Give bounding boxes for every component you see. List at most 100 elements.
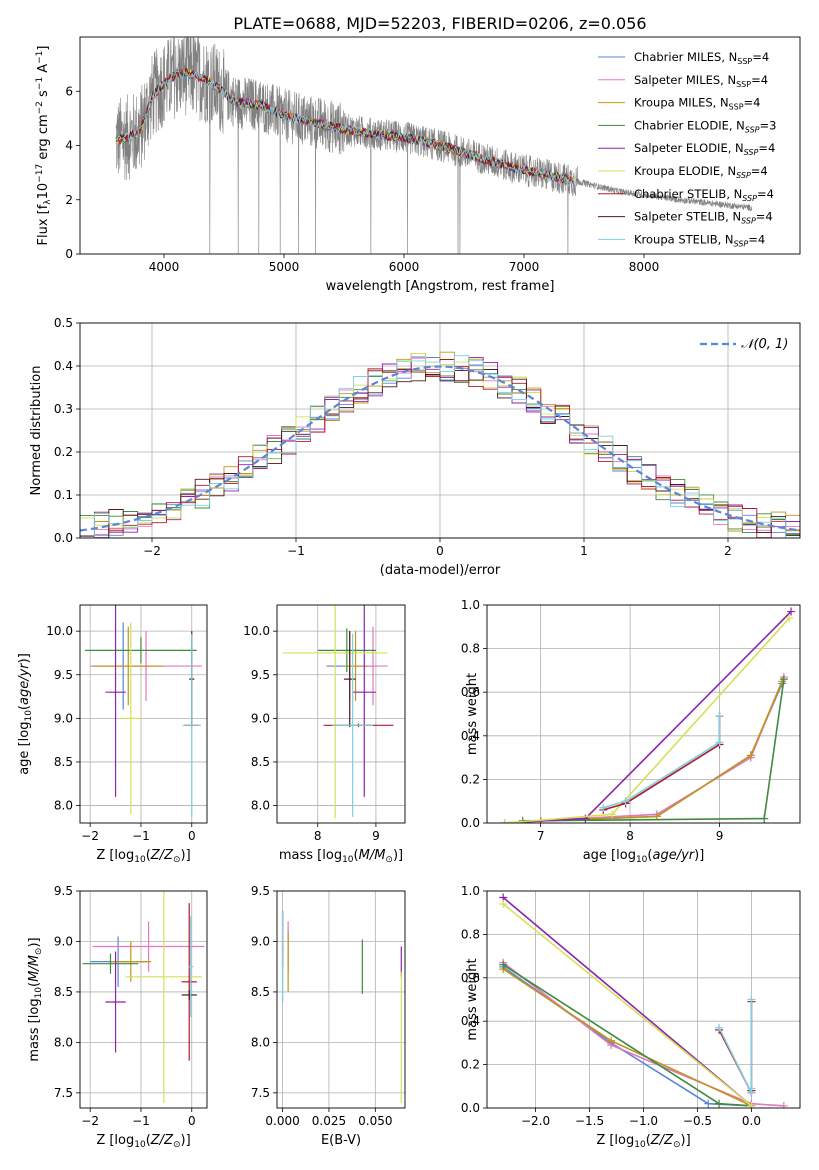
weight-marker xyxy=(715,1099,724,1108)
y-tick-label: 8.5 xyxy=(54,985,73,999)
y-tick-label: 0.2 xyxy=(461,772,480,786)
y-tick-label: 9.5 xyxy=(251,884,270,898)
x-tick-label: 6000 xyxy=(389,260,420,274)
weight-marker xyxy=(715,738,724,747)
plot-area xyxy=(500,607,796,823)
x-tick-label: −2 xyxy=(143,544,161,558)
y-tick-label: 6 xyxy=(65,84,73,98)
axes-frame xyxy=(79,890,208,1109)
x-tick-label: −1 xyxy=(132,829,150,843)
x-tick-label: −1.5 xyxy=(575,1114,604,1128)
legend-label-normal: 𝒩(0, 1) xyxy=(741,337,788,352)
x-tick-label: 0.025 xyxy=(312,1114,346,1128)
y-tick-label: 0.0 xyxy=(461,816,480,830)
axes-frame xyxy=(276,604,406,824)
y-axis-label: mass weight xyxy=(465,958,480,1040)
weight-marker xyxy=(747,995,756,1004)
mass-weight-vs-metallicity-plot: −2.0 −1.5 −1.0 −0.5 0.0 0.0 0.2 0.4 0.6 0.8 1.0 Z [… xyxy=(461,884,801,1150)
y-tick-label: 0.2 xyxy=(461,1058,480,1072)
x-tick-label: 7 xyxy=(537,829,545,843)
weight-marker xyxy=(778,677,787,686)
weight-series-4 xyxy=(502,896,752,1107)
x-axis-label: Z [log10(Z/Z⊙)] xyxy=(96,1133,190,1150)
y-tick-label: 8.5 xyxy=(54,755,73,769)
y-tick-label: 8.5 xyxy=(251,985,270,999)
axes-frame xyxy=(79,604,208,824)
y-axis-label: Flux [fλ10−17 erg cm−2 s−1 A−1] xyxy=(35,46,53,246)
weight-marker xyxy=(747,1084,756,1093)
weight-marker xyxy=(779,675,788,684)
x-tick-label: −1 xyxy=(287,544,305,558)
x-tick-label: 5000 xyxy=(269,260,300,274)
y-tick-label: 10.0 xyxy=(243,624,270,638)
weight-marker xyxy=(715,712,724,721)
legend-label-8: Kroupa STELIB, NSSP=4 xyxy=(634,232,765,248)
weight-marker xyxy=(715,1023,724,1032)
x-tick-label: 9 xyxy=(716,829,724,843)
weight-series-3 xyxy=(502,964,752,1107)
x-tick-label: −0.5 xyxy=(683,1114,712,1128)
y-axis-label: age [log10(age/yr)] xyxy=(17,653,34,775)
plot-area xyxy=(82,891,205,1103)
x-tick-label: 7000 xyxy=(509,260,540,274)
weight-marker xyxy=(704,1099,713,1108)
y-tick-label: 0.5 xyxy=(54,316,73,330)
y-tick-label: 0.6 xyxy=(461,971,480,985)
weight-marker xyxy=(621,797,630,806)
legend-label-1: Salpeter MILES, NSSP=4 xyxy=(634,73,768,89)
weight-series-7 xyxy=(603,716,721,809)
weight-marker xyxy=(760,814,769,823)
weight-series-5 xyxy=(502,903,752,1107)
legend-label-6: Chabrier STELIB, NSSP=4 xyxy=(634,187,774,203)
y-tick-label: 9.5 xyxy=(54,884,73,898)
y-tick-label: 0.3 xyxy=(54,402,73,416)
weight-series-6 xyxy=(603,716,721,811)
spectrum-plot: 4000 5000 6000 7000 8000 0 2 4 6 wavelength [Angs… xyxy=(35,36,801,294)
x-tick-label: −2 xyxy=(81,829,99,843)
y-tick-label: 0 xyxy=(65,247,73,261)
y-tick-label: 1.0 xyxy=(461,598,480,612)
legend-label-4: Salpeter ELODIE, NSSP=4 xyxy=(634,141,775,157)
weight-series-4 xyxy=(504,610,792,823)
residual-histogram-plot: −2 −1 0 1 2 0.0 0.1 0.2 0.3 0.4 0.5 (data-model)/er… xyxy=(29,316,801,578)
y-tick-label: 0.0 xyxy=(461,1101,480,1115)
weight-series-0 xyxy=(540,683,783,822)
weight-series-1 xyxy=(502,961,784,1107)
weight-marker xyxy=(746,751,755,760)
x-tick-label: −2 xyxy=(81,1114,99,1128)
weight-series-7 xyxy=(718,999,753,1094)
y-tick-label: 9.0 xyxy=(251,934,270,948)
plot-area xyxy=(282,605,394,819)
x-tick-label: 8 xyxy=(626,829,634,843)
plot-area xyxy=(281,911,402,1103)
legend-label-7: Salpeter STELIB, NSSP=4 xyxy=(634,210,773,226)
y-tick-label: 0.8 xyxy=(461,642,480,656)
y-tick-label: 7.5 xyxy=(251,1086,270,1100)
weight-series-6 xyxy=(718,1001,753,1094)
y-tick-label: 8.0 xyxy=(251,1035,270,1049)
weight-marker xyxy=(499,900,508,909)
weight-marker xyxy=(607,1036,616,1045)
plot-area xyxy=(80,351,800,538)
y-tick-label: 7.5 xyxy=(54,1086,73,1100)
y-tick-label: 9.0 xyxy=(251,711,270,725)
x-axis-label: Z [log10(Z/Z⊙)] xyxy=(96,848,190,865)
residual-histogram-7 xyxy=(80,369,800,538)
y-tick-label: 1.0 xyxy=(461,884,480,898)
plot-area xyxy=(115,37,753,254)
mass-vs-metallicity-plot: −2 −1 0 7.5 8.0 8.5 9.0 9.5 Z [log10(Z/Z⊙)] mass … xyxy=(27,884,208,1150)
x-tick-label: 0 xyxy=(188,1114,196,1128)
axes-frame xyxy=(486,604,801,824)
x-tick-label: −1.0 xyxy=(629,1114,658,1128)
weight-marker xyxy=(608,810,617,819)
x-tick-label: 0.050 xyxy=(358,1114,392,1128)
x-tick-label: 2 xyxy=(724,544,732,558)
y-tick-label: 0.4 xyxy=(461,729,480,743)
y-tick-label: 0.1 xyxy=(54,488,73,502)
model-spectrum-7 xyxy=(115,68,575,184)
weight-series-1 xyxy=(540,676,785,822)
y-tick-label: 9.0 xyxy=(54,711,73,725)
y-tick-label: 0.0 xyxy=(54,531,73,545)
x-tick-label: 9 xyxy=(372,829,380,843)
y-tick-label: 9.5 xyxy=(54,668,73,682)
